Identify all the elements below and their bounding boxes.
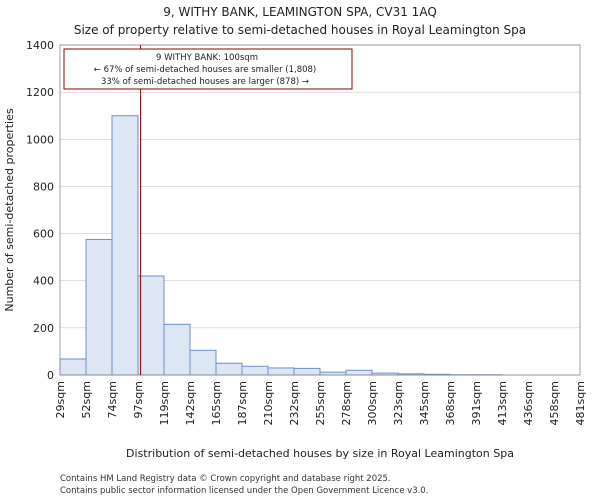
- bar: [163, 323, 191, 376]
- x-tick-label: 142sqm: [184, 381, 197, 425]
- y-tick-label: 0: [47, 369, 54, 382]
- chart-title: 9, WITHY BANK, LEAMINGTON SPA, CV31 1AQ: [163, 5, 437, 19]
- bar: [85, 238, 113, 376]
- footer-line-1: Contains HM Land Registry data © Crown c…: [60, 474, 391, 484]
- y-tick-label: 1000: [26, 133, 54, 146]
- bar: [345, 369, 373, 376]
- x-tick-label: 391sqm: [470, 381, 483, 425]
- y-tick-label: 200: [33, 322, 54, 335]
- y-tick-label: 1200: [26, 86, 54, 99]
- y-tick-label: 400: [33, 275, 54, 288]
- x-tick-label: 210sqm: [262, 381, 275, 425]
- x-tick-label: 187sqm: [236, 381, 249, 425]
- bar: [319, 371, 347, 376]
- annotation-box: 9 WITHY BANK: 100sqm ← 67% of semi-detac…: [63, 48, 353, 90]
- y-axis-label: Number of semi-detached properties: [3, 108, 16, 311]
- x-tick-label: 436sqm: [522, 381, 535, 425]
- y-tick-label: 800: [33, 180, 54, 193]
- bar: [59, 358, 87, 376]
- bars: [59, 115, 503, 376]
- bar: [215, 362, 243, 376]
- footer-line-2: Contains public sector information licen…: [60, 486, 428, 496]
- plot-frame: [59, 44, 581, 376]
- bar: [111, 115, 139, 376]
- bar: [293, 367, 321, 376]
- x-tick-label: 345sqm: [418, 381, 431, 425]
- y-tick-labels: 0 200 400 600 800 1000 1200 1400: [26, 39, 54, 382]
- chart-subtitle: Size of property relative to semi-detach…: [74, 23, 526, 37]
- x-tick-label: 481sqm: [574, 381, 587, 425]
- x-tick-label: 29sqm: [54, 381, 67, 418]
- x-axis-label: Distribution of semi-detached houses by …: [126, 447, 514, 460]
- x-tick-label: 413sqm: [496, 381, 509, 425]
- annotation-border: [63, 48, 353, 90]
- annotation-smaller: ← 67% of semi-detached houses are smalle…: [94, 65, 316, 75]
- x-tick-label: 368sqm: [444, 381, 457, 425]
- bar: [241, 365, 269, 376]
- bar: [137, 275, 165, 376]
- x-tick-label: 74sqm: [106, 381, 119, 418]
- y-tick-label: 600: [33, 228, 54, 241]
- annotation-larger: 33% of semi-detached houses are larger (…: [101, 77, 309, 87]
- x-tick-labels: 29sqm 52sqm 74sqm 97sqm 119sqm 142sqm 165sqm 18…: [54, 381, 587, 425]
- x-tick-label: 255sqm: [314, 381, 327, 425]
- annotation-title: 9 WITHY BANK: 100sqm: [156, 53, 258, 63]
- x-tick-label: 278sqm: [340, 381, 353, 425]
- x-tick-label: 458sqm: [548, 381, 561, 425]
- x-tick-label: 52sqm: [80, 381, 93, 418]
- y-tick-label: 1400: [26, 39, 54, 52]
- bar: [189, 349, 217, 376]
- x-tick-label: 97sqm: [132, 381, 145, 418]
- bar: [267, 367, 295, 376]
- x-tick-label: 119sqm: [158, 381, 171, 425]
- x-tick-label: 165sqm: [210, 381, 223, 425]
- x-tick-label: 300sqm: [366, 381, 379, 425]
- x-tick-label: 323sqm: [392, 381, 405, 425]
- x-tick-label: 232sqm: [288, 381, 301, 425]
